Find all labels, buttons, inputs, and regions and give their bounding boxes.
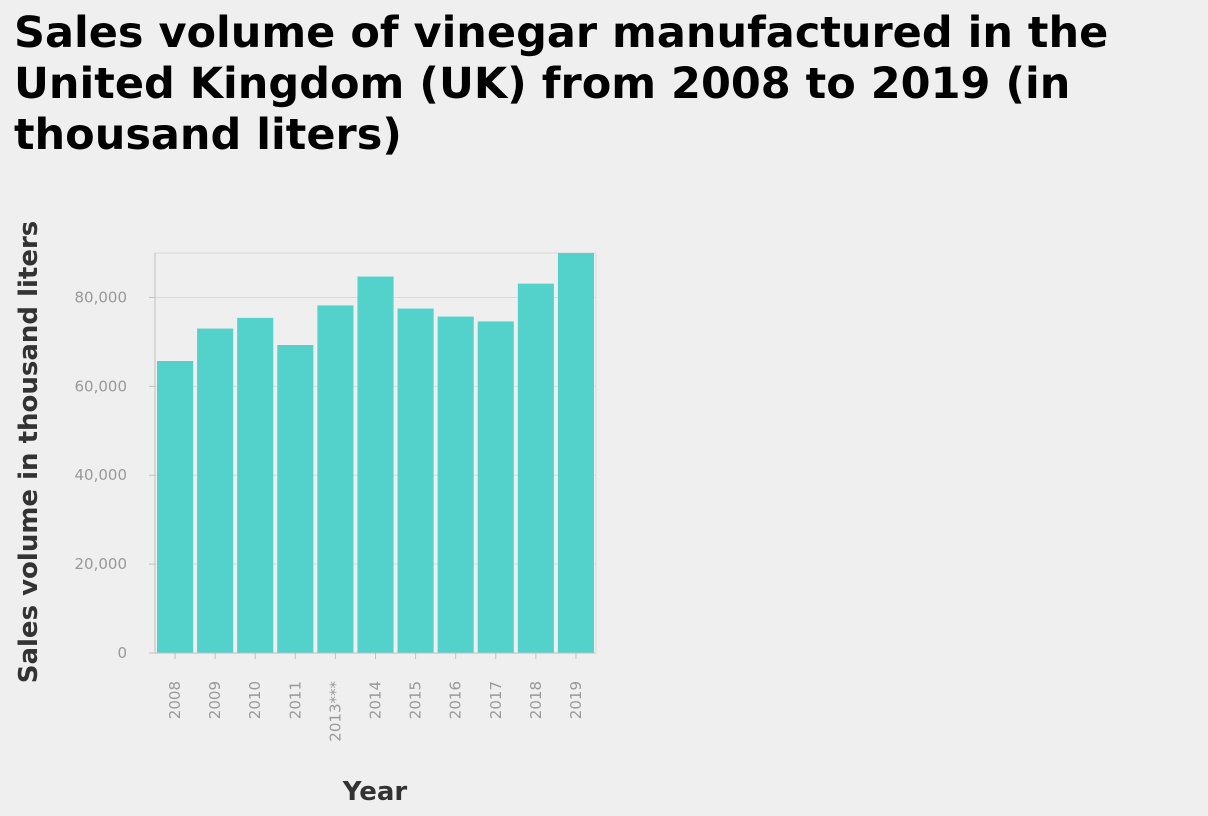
chart-title: Sales volume of vinegar manufactured in … [14, 8, 1109, 160]
bars [157, 253, 594, 653]
bar-2013 [317, 305, 354, 653]
x-tick-label: 2008 [166, 681, 184, 719]
bar-2019 [557, 253, 594, 653]
y-axis-ticks: 0 20,000 40,000 60,000 80,000 [75, 288, 155, 662]
bar-2015 [397, 308, 434, 653]
x-axis-ticks: 2008 2009 2010 2011 2013*** 2014 2015 2016 2017 2… [166, 653, 585, 742]
x-tick-label: 2017 [487, 681, 505, 719]
x-tick-label: 2010 [246, 681, 264, 719]
x-tick-label: 2014 [367, 681, 385, 719]
y-tick-label: 80,000 [75, 288, 128, 306]
y-tick-label: 20,000 [75, 555, 128, 573]
x-tick-label: 2016 [447, 681, 465, 719]
bar-2011 [277, 345, 314, 653]
y-tick-label: 60,000 [75, 377, 128, 395]
bar-2014 [357, 276, 394, 653]
y-axis-title: Sales volume in thousand liters [14, 221, 44, 684]
x-tick-label: 2018 [527, 681, 545, 719]
y-tick-label: 40,000 [75, 466, 128, 484]
bar-2008 [157, 361, 194, 653]
x-tick-label: 2009 [206, 681, 224, 719]
bar-2018 [517, 283, 554, 653]
x-axis-title: Year [342, 777, 408, 807]
x-tick-label: 2019 [567, 681, 585, 719]
bar-2016 [437, 316, 474, 653]
x-tick-label: 2011 [286, 681, 304, 719]
bar-2010 [237, 317, 274, 653]
x-tick-label: 2015 [407, 681, 425, 719]
bar-2009 [197, 328, 234, 653]
y-tick-label: 0 [117, 644, 127, 662]
x-tick-label: 2013*** [326, 681, 344, 742]
bar-2017 [477, 321, 514, 653]
